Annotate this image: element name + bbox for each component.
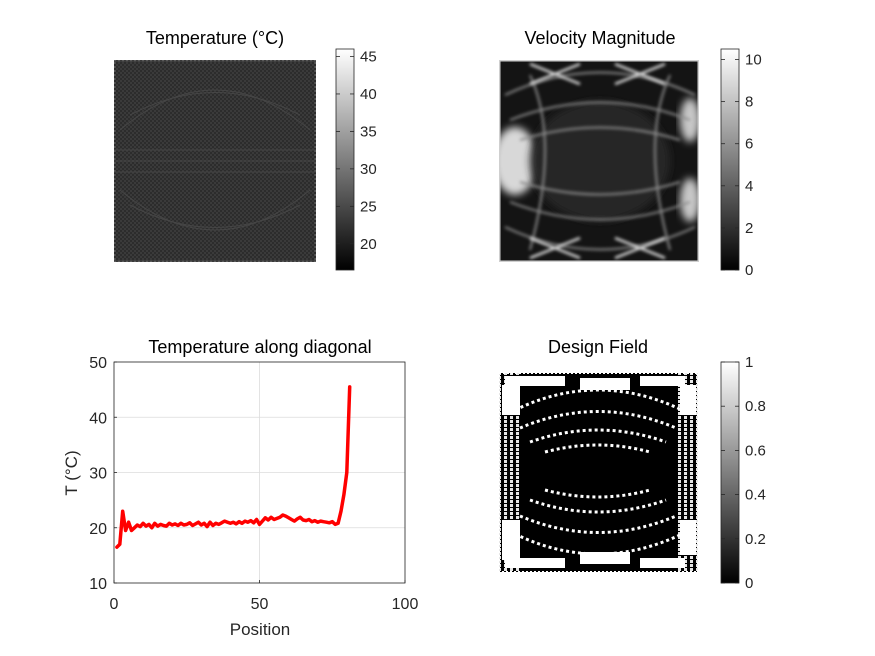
colorbar-tick-label: 0: [745, 575, 753, 592]
velocity-title: Velocity Magnitude: [524, 28, 675, 48]
velocity-heatmap: [499, 60, 699, 262]
diagonal-title: Temperature along diagonal: [148, 337, 371, 357]
temperature-title: Temperature (°C): [146, 28, 284, 48]
colorbar-tick-label: 20: [360, 236, 377, 253]
colorbar-tick-label: 10: [745, 52, 762, 69]
velocity-panel: Velocity Magnitude: [499, 28, 762, 279]
colorbar-tick-label: 35: [360, 123, 377, 140]
diagonal-panel: Temperature along diagonal 0 50 100 10 20 30…: [62, 337, 418, 639]
y-tick-label: 10: [89, 576, 107, 593]
colorbar-tick-label: 8: [745, 94, 753, 111]
design-heatmap: [499, 373, 698, 572]
design-panel: Design Field: [499, 337, 766, 592]
design-colorbar: 0 0.2 0.4 0.6 0.8 1: [720, 354, 766, 592]
series-line-group: [115, 385, 352, 549]
colorbar-tick-label: 4: [745, 178, 753, 195]
colorbar-tick-label: 1: [745, 354, 753, 371]
colorbar-tick-label: 25: [360, 198, 377, 215]
temperature-panel: Temperature (°C) 20 25 30 35 40 45: [114, 28, 377, 271]
y-axis-label: T (°C): [62, 450, 81, 495]
temperature-heatmap: [114, 60, 316, 262]
colorbar-tick-label: 6: [745, 136, 753, 153]
x-tick-label: 0: [110, 596, 119, 613]
x-tick-label: 50: [251, 596, 269, 613]
y-tick-label: 50: [89, 355, 107, 372]
colorbar-tick-label: 45: [360, 48, 377, 65]
x-tick-label: 100: [392, 596, 419, 613]
series-line: [115, 385, 352, 549]
colorbar-tick-label: 2: [745, 220, 753, 237]
colorbar-tick-label: 0: [745, 262, 753, 279]
colorbar-tick-label: 0.2: [745, 531, 766, 548]
colorbar-tick-label: 0.4: [745, 487, 766, 504]
y-tick-label: 40: [89, 410, 107, 427]
temperature-colorbar: 20 25 30 35 40 45: [335, 48, 377, 271]
x-axis-label: Position: [230, 620, 290, 639]
velocity-colorbar: 0 2 4 6 8 10: [720, 48, 762, 279]
design-title: Design Field: [548, 337, 648, 357]
colorbar-tick-label: 0.6: [745, 442, 766, 459]
colorbar-tick-label: 0.8: [745, 398, 766, 415]
colorbar-tick-label: 40: [360, 86, 377, 103]
x-axis: 0 50 100: [110, 580, 419, 613]
y-axis: 10 20 30 40 50: [89, 355, 117, 593]
y-tick-label: 30: [89, 466, 107, 483]
y-tick-label: 20: [89, 521, 107, 538]
colorbar-tick-label: 30: [360, 161, 377, 178]
